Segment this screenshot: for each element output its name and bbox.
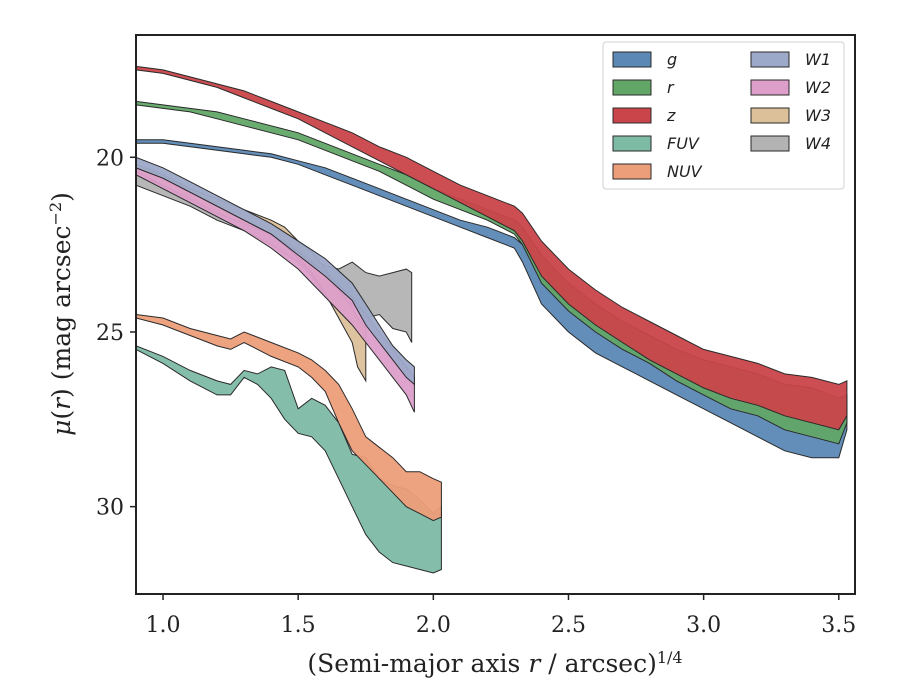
legend-swatch bbox=[750, 51, 790, 68]
x-tick-label: 2.5 bbox=[551, 613, 586, 638]
legend-entry-g: g bbox=[612, 50, 677, 69]
y-tick-label: 20 bbox=[96, 146, 124, 171]
legend-label: W4 bbox=[805, 134, 831, 153]
x-axis: 1.0 1.5 2.0 2.5 3.0 3.5 bbox=[146, 594, 856, 638]
legend-swatch bbox=[612, 163, 652, 180]
legend-entry-w1: W1 bbox=[750, 50, 831, 69]
band-w1 bbox=[136, 156, 415, 386]
legend: grz FUV NUV W1 W2 W3 W4 bbox=[602, 41, 845, 190]
band-z bbox=[136, 65, 848, 431]
legend-label: z bbox=[666, 106, 676, 125]
y-axis: 20 25 30 bbox=[96, 146, 136, 521]
y-tick-label: 30 bbox=[96, 496, 124, 521]
legend-entry-r: r bbox=[612, 78, 675, 97]
legend-swatch bbox=[750, 107, 790, 124]
x-axis-label: (Semi-major axis r / arcsec)1/4 bbox=[307, 648, 682, 679]
legend-label: r bbox=[667, 78, 675, 97]
legend-entry-z: z bbox=[612, 106, 676, 125]
legend-label: W2 bbox=[805, 78, 831, 97]
x-tick-label: 1.0 bbox=[146, 613, 181, 638]
legend-swatch bbox=[750, 79, 790, 96]
y-tick-label: 25 bbox=[96, 321, 124, 346]
y-axis-label: μ(r) (mag arcsec−2) bbox=[46, 192, 77, 436]
legend-swatch bbox=[612, 135, 652, 152]
legend-label: g bbox=[667, 50, 677, 69]
legend-entry-w2: W2 bbox=[750, 78, 831, 97]
legend-swatch bbox=[750, 135, 790, 152]
legend-label: FUV bbox=[667, 134, 700, 153]
legend-entry-nuv: NUV bbox=[612, 162, 703, 181]
x-tick-label: 2.0 bbox=[416, 613, 451, 638]
legend-swatch bbox=[612, 79, 652, 96]
legend-box bbox=[602, 41, 845, 190]
x-tick-label: 1.5 bbox=[281, 613, 316, 638]
legend-label: NUV bbox=[667, 162, 703, 181]
legend-swatch bbox=[612, 107, 652, 124]
series-layer bbox=[136, 65, 848, 574]
legend-entry-w3: W3 bbox=[750, 106, 831, 125]
legend-entry-fuv: FUV bbox=[612, 134, 700, 153]
x-tick-label: 3.5 bbox=[821, 613, 856, 638]
band-g bbox=[136, 139, 848, 459]
legend-entry-w4: W4 bbox=[750, 134, 831, 153]
plot-frame bbox=[135, 34, 856, 595]
band-fuv bbox=[136, 345, 442, 574]
legend-label: W3 bbox=[805, 106, 831, 125]
legend-swatch bbox=[612, 51, 652, 68]
x-tick-label: 3.0 bbox=[686, 613, 721, 638]
band-nuv bbox=[136, 313, 442, 522]
legend-label: W1 bbox=[805, 50, 831, 69]
